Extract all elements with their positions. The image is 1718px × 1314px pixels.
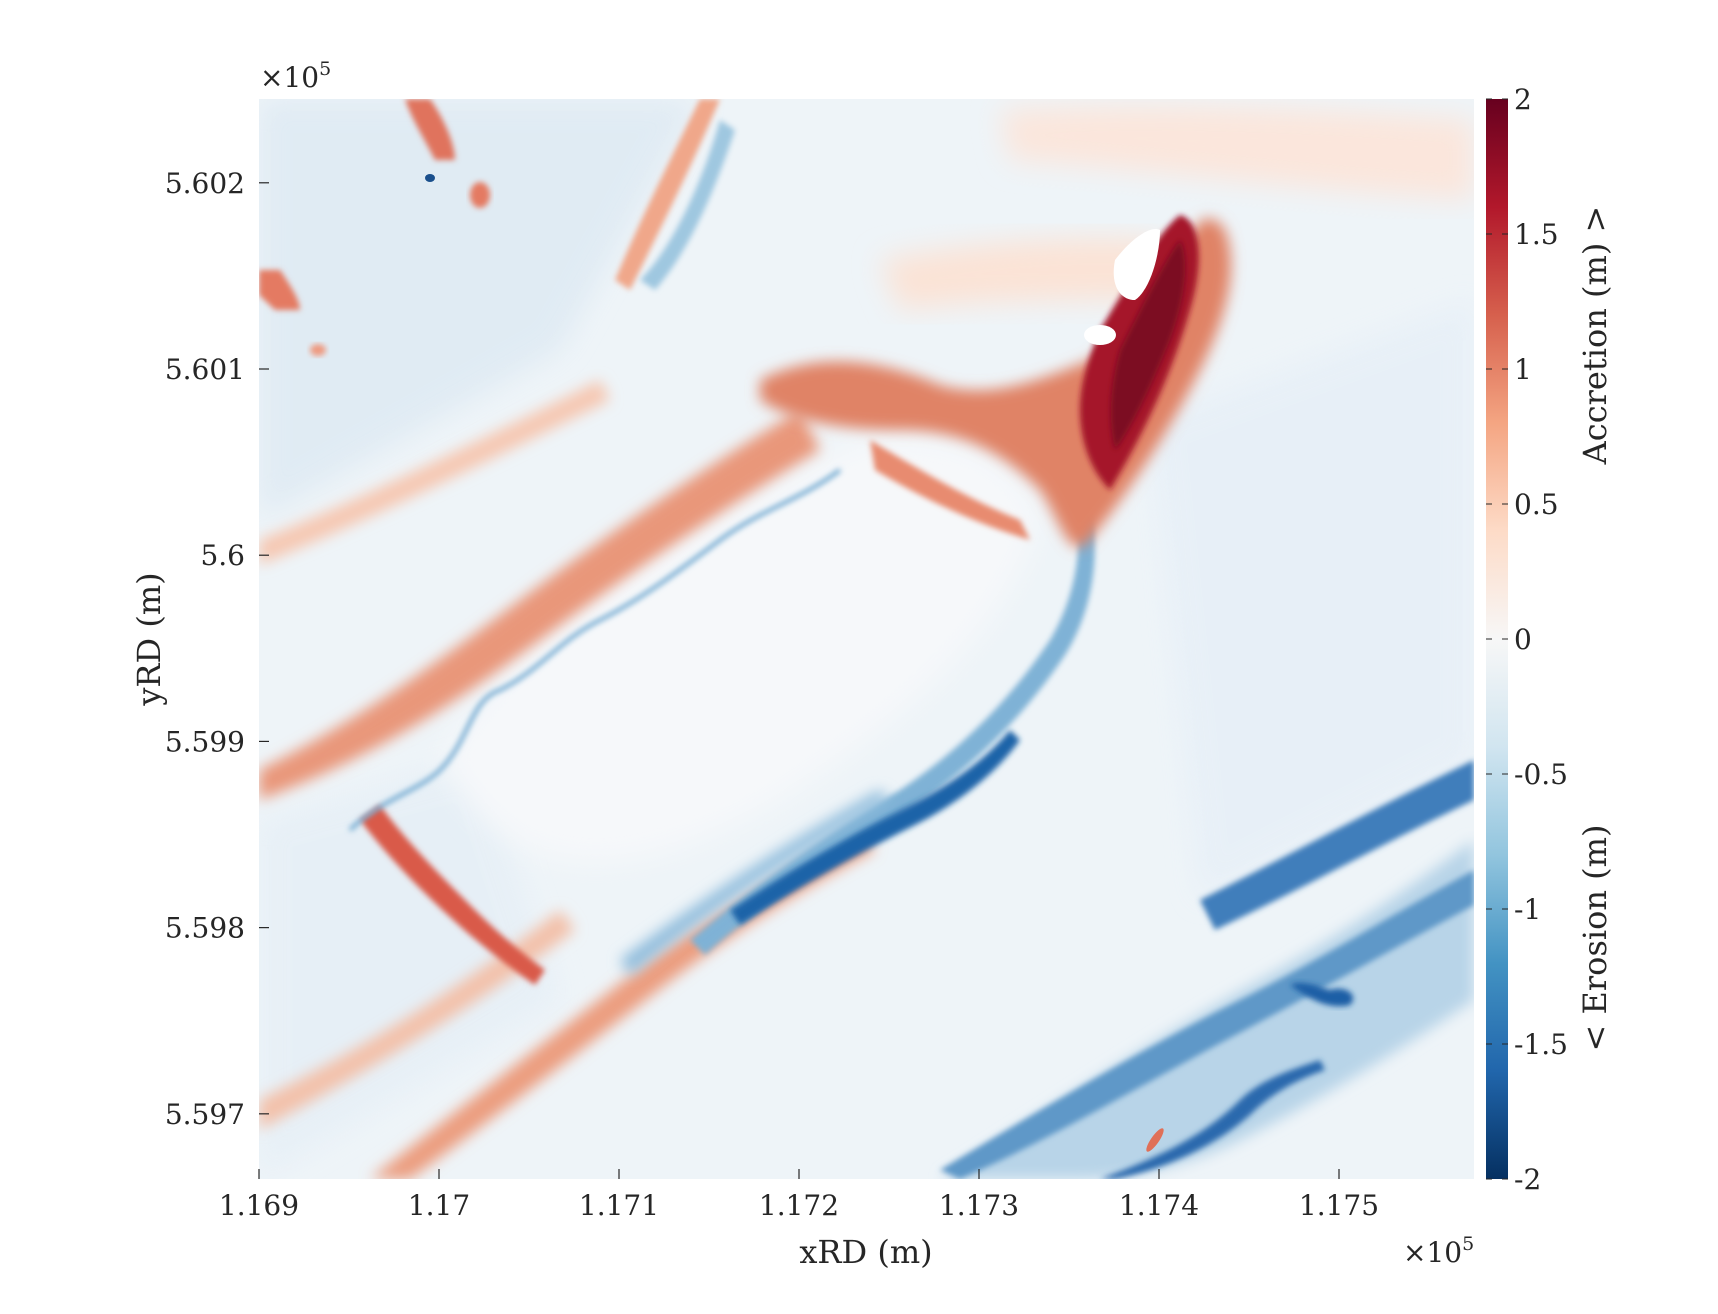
x-tick-label: 1.17 [408, 1189, 470, 1222]
colorbar-tick-label: 1 [1514, 353, 1532, 386]
x-axis-label: xRD (m) [799, 1233, 932, 1271]
y-axis-ticks: 5.597 5.598 5.599 5.6 5.601 5.602 [165, 167, 269, 1131]
colorbar-tick-label: 0.5 [1514, 488, 1559, 521]
x-tick-label: 1.171 [579, 1189, 659, 1222]
colorbar-tick-label: -1.5 [1514, 1028, 1568, 1061]
colorbar-ticks: 2 1.5 1 0.5 0 -0.5 -1 -1.5 -2 [1486, 83, 1568, 1196]
colorbar-label-erosion: < Erosion (m) [1576, 825, 1614, 1052]
y-tick-label: 5.598 [165, 912, 245, 945]
heatmap-field [259, 99, 1474, 1179]
colorbar-tick-label: -2 [1514, 1163, 1541, 1196]
colorbar-tick-label: 1.5 [1514, 218, 1559, 251]
colorbar-tick-label: 0 [1514, 623, 1532, 656]
y-tick-label: 5.601 [165, 353, 245, 386]
x-tick-label: 1.172 [759, 1189, 839, 1222]
y-tick-label: 5.599 [165, 725, 245, 758]
y-tick-label: 5.6 [200, 539, 245, 572]
x-tick-label: 1.169 [219, 1189, 299, 1222]
y-axis-multiplier: ×105 [260, 58, 331, 94]
x-tick-label: 1.173 [939, 1189, 1019, 1222]
x-axis-multiplier: ×105 [1403, 1233, 1474, 1269]
colorbar-tick-label: -1 [1514, 893, 1541, 926]
x-tick-label: 1.174 [1119, 1189, 1199, 1222]
colorbar-label-accretion: Accretion (m) > [1576, 206, 1614, 466]
y-axis-label: yRD (m) [130, 572, 168, 706]
y-tick-label: 5.597 [165, 1098, 245, 1131]
colorbar-tick-label: -0.5 [1514, 758, 1568, 791]
x-tick-label: 1.175 [1299, 1189, 1379, 1222]
colorbar-tick-label: 2 [1514, 83, 1532, 116]
x-axis-ticks: 1.169 1.17 1.171 1.172 1.173 1.174 1.175 [219, 1169, 1379, 1222]
y-tick-label: 5.602 [165, 167, 245, 200]
